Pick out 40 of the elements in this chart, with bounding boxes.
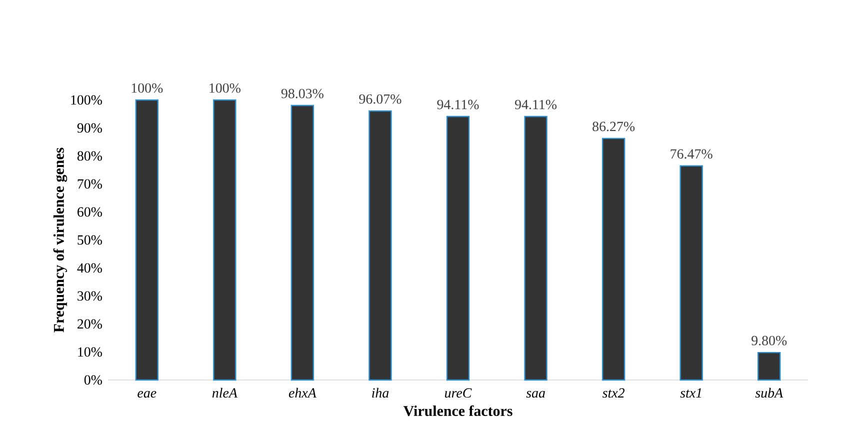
y-tick-label: 50% [78, 235, 102, 245]
data-label: 96.07% [359, 94, 402, 104]
data-label: 9.80% [752, 336, 787, 346]
x-tick-label: ehxA [288, 388, 316, 398]
bar [680, 165, 703, 381]
y-tick-label: 0% [84, 375, 102, 385]
x-tick-label: eae [138, 390, 156, 398]
y-tick-label: 70% [78, 179, 102, 189]
data-label: 100% [132, 83, 163, 93]
y-tick-label: 60% [78, 207, 102, 217]
bar [213, 99, 236, 381]
data-label: 98.03% [281, 88, 324, 98]
y-tick-label: 30% [78, 291, 102, 301]
data-label: 86.27% [592, 122, 635, 132]
data-label: 94.11% [514, 100, 557, 110]
bar [524, 116, 548, 381]
x-tick-label: stx2 [602, 388, 624, 398]
x-tick-label: iha [372, 388, 389, 398]
x-axis-title: Virulence factors [403, 405, 512, 416]
data-label: 100% [210, 83, 240, 93]
x-tick-label: stx1 [680, 388, 702, 398]
bar [135, 99, 158, 381]
y-tick-label: 40% [77, 263, 102, 273]
y-tick-label: 10% [78, 347, 102, 357]
bar [758, 352, 781, 381]
data-label: 76.47% [670, 149, 712, 159]
x-tick-label: nleA [212, 388, 238, 398]
bar [446, 116, 470, 381]
y-tick-label: 80% [77, 151, 102, 161]
x-tick-label: subA [755, 388, 784, 398]
bar [602, 138, 626, 381]
data-label: 94.11% [437, 100, 479, 110]
y-axis-title: Frequency of virulence genes [53, 148, 68, 332]
bar [368, 110, 392, 381]
bar [290, 104, 314, 381]
x-tick-label: saa [526, 390, 545, 398]
y-tick-label: 100% [71, 95, 102, 105]
y-tick-label: 20% [78, 319, 102, 329]
y-tick-label: 90% [77, 123, 102, 133]
x-tick-label: ureC [445, 388, 472, 398]
